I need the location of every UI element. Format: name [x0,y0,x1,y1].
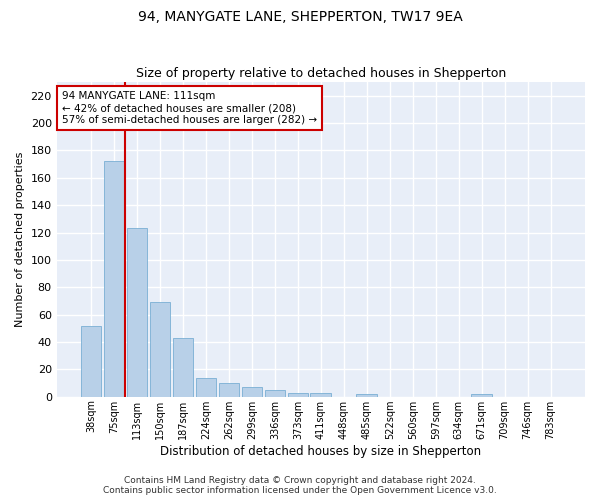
Text: 94 MANYGATE LANE: 111sqm
← 42% of detached houses are smaller (208)
57% of semi-: 94 MANYGATE LANE: 111sqm ← 42% of detach… [62,92,317,124]
Text: 94, MANYGATE LANE, SHEPPERTON, TW17 9EA: 94, MANYGATE LANE, SHEPPERTON, TW17 9EA [137,10,463,24]
X-axis label: Distribution of detached houses by size in Shepperton: Distribution of detached houses by size … [160,444,481,458]
Bar [356,394,377,396]
Bar [265,390,285,396]
Bar [472,394,492,396]
Bar [149,302,170,396]
Text: Contains HM Land Registry data © Crown copyright and database right 2024.
Contai: Contains HM Land Registry data © Crown c… [103,476,497,495]
Bar [287,392,308,396]
Bar [104,162,124,396]
Bar [310,392,331,396]
Y-axis label: Number of detached properties: Number of detached properties [15,152,25,327]
Title: Size of property relative to detached houses in Shepperton: Size of property relative to detached ho… [136,66,506,80]
Bar [196,378,216,396]
Bar [173,338,193,396]
Bar [127,228,148,396]
Bar [80,326,101,396]
Bar [218,383,239,396]
Bar [242,387,262,396]
